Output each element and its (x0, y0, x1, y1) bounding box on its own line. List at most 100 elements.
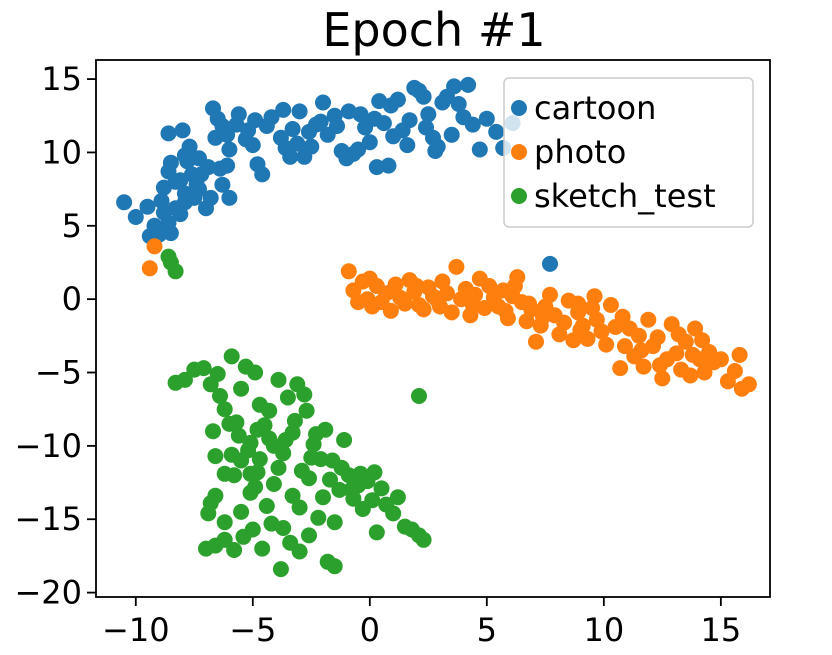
point-photo-57 (598, 336, 615, 353)
point-sketch-test-31 (322, 471, 338, 488)
point-sketch-test-40 (364, 492, 381, 509)
point-cartoon-1 (127, 209, 144, 225)
point-photo-75 (682, 367, 699, 384)
point-cartoon-87 (488, 123, 505, 140)
point-cartoon-36 (214, 176, 231, 193)
point-sketch-test-1 (167, 263, 184, 280)
x-tick-label: 10 (583, 611, 624, 649)
point-photo-96 (614, 308, 631, 325)
point-photo-94 (570, 295, 587, 312)
point-sketch-test-74 (265, 476, 282, 492)
point-sketch-test-75 (275, 520, 292, 536)
point-cartoon-35 (193, 166, 210, 183)
point-cartoon-71 (401, 112, 418, 129)
point-cartoon-33 (174, 122, 191, 139)
point-sketch-test-62 (301, 527, 317, 544)
point-sketch-test-59 (272, 561, 289, 578)
x-axis: −10 −5 0 5 10 15 (102, 597, 741, 649)
point-photo-102 (521, 295, 537, 312)
point-sketch-test-18 (261, 402, 278, 419)
x-tick-label: 15 (700, 611, 741, 649)
point-photo-14 (396, 295, 413, 312)
point-cartoon-85 (471, 141, 488, 158)
point-cartoon-107 (418, 119, 434, 136)
point-sketch-test-63 (310, 509, 327, 526)
point-cartoon-74 (415, 88, 432, 105)
point-photo-87 (506, 278, 523, 294)
point-sketch-test-33 (331, 481, 348, 498)
x-tick-label: −10 (102, 611, 170, 649)
point-sketch-test-61 (291, 543, 308, 560)
point-sketch-test-83 (242, 465, 259, 482)
point-cartoon-104 (368, 159, 385, 176)
point-sketch-test-86 (212, 388, 228, 404)
point-cartoon-102 (338, 150, 355, 167)
point-photo-1 (141, 260, 158, 277)
point-sketch-test-7 (205, 423, 221, 440)
point-photo-66 (640, 311, 657, 328)
point-cartoon-66 (375, 115, 392, 132)
point-cartoon-55 (315, 94, 331, 111)
point-cartoon-103 (350, 141, 367, 158)
point-cartoon-31 (219, 157, 236, 174)
legend-label-photo: photo (534, 133, 626, 171)
y-tick-label: 10 (41, 133, 82, 171)
point-cartoon-81 (450, 96, 467, 112)
point-cartoon-34 (179, 153, 196, 170)
point-photo-11 (382, 302, 399, 319)
point-sketch-test-100 (352, 465, 369, 482)
point-sketch-test-87 (221, 415, 238, 432)
point-photo-98 (652, 357, 668, 374)
point-cartoon-91 (209, 110, 226, 127)
point-photo-42 (528, 333, 544, 350)
point-sketch-test-98 (333, 459, 350, 476)
point-cartoon-105 (382, 97, 399, 114)
point-sketch-test-22 (279, 389, 296, 406)
point-cartoon-86 (478, 110, 495, 127)
point-sketch-test-78 (301, 470, 317, 487)
point-sketch-test-104 (270, 459, 287, 476)
point-cartoon-84 (464, 116, 481, 133)
point-photo-45 (542, 286, 558, 303)
point-sketch-test-10 (223, 348, 240, 365)
point-photo-89 (464, 297, 481, 313)
y-tick-label: 5 (62, 207, 82, 245)
y-axis: 15 10 5 0 −5 −10 −15 −20 (14, 60, 96, 612)
chart-title: Epoch #1 (322, 3, 545, 57)
point-photo-78 (696, 364, 713, 381)
point-cartoon-50 (284, 121, 301, 137)
point-sketch-test-93 (286, 412, 303, 429)
point-cartoon-37 (221, 189, 238, 206)
point-photo-68 (649, 329, 666, 346)
point-cartoon-95 (247, 112, 264, 129)
point-sketch-test-73 (258, 498, 275, 514)
point-sketch-test-29 (312, 451, 329, 468)
point-sketch-test-77 (291, 499, 308, 516)
point-photo-104 (572, 322, 589, 338)
point-sketch-test-101 (366, 464, 383, 481)
point-photo-48 (556, 314, 573, 331)
point-cartoon-101 (329, 118, 345, 134)
legend-marker-cartoon (511, 100, 527, 116)
point-photo-92 (385, 282, 402, 299)
point-sketch-test-88 (230, 427, 247, 444)
point-photo-81 (712, 351, 729, 368)
point-sketch-test-85 (202, 376, 219, 393)
y-tick-label: 0 (62, 280, 82, 318)
point-photo-2 (340, 263, 357, 280)
point-sketch-test-92 (277, 432, 294, 448)
point-cartoon-93 (230, 106, 247, 123)
point-cartoon-22 (176, 185, 193, 202)
point-cartoon-98 (289, 135, 306, 152)
point-cartoon-96 (275, 101, 292, 118)
point-photo-65 (635, 358, 652, 375)
point-sketch-test-50 (411, 388, 427, 404)
point-cartoon-110 (542, 255, 558, 272)
point-sketch-test-12 (233, 380, 250, 397)
point-sketch-test-6 (195, 360, 212, 377)
point-photo-18 (415, 301, 432, 318)
point-cartoon-97 (282, 148, 299, 165)
point-cartoon-75 (420, 106, 437, 123)
point-sketch-test-65 (326, 558, 343, 575)
